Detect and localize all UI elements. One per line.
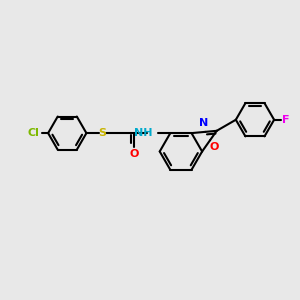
Text: S: S [99, 128, 106, 138]
Text: Cl: Cl [28, 128, 40, 138]
Text: F: F [282, 115, 290, 125]
Text: O: O [209, 142, 219, 152]
Text: O: O [130, 149, 139, 159]
Text: N: N [199, 118, 208, 128]
Text: NH: NH [134, 128, 153, 138]
